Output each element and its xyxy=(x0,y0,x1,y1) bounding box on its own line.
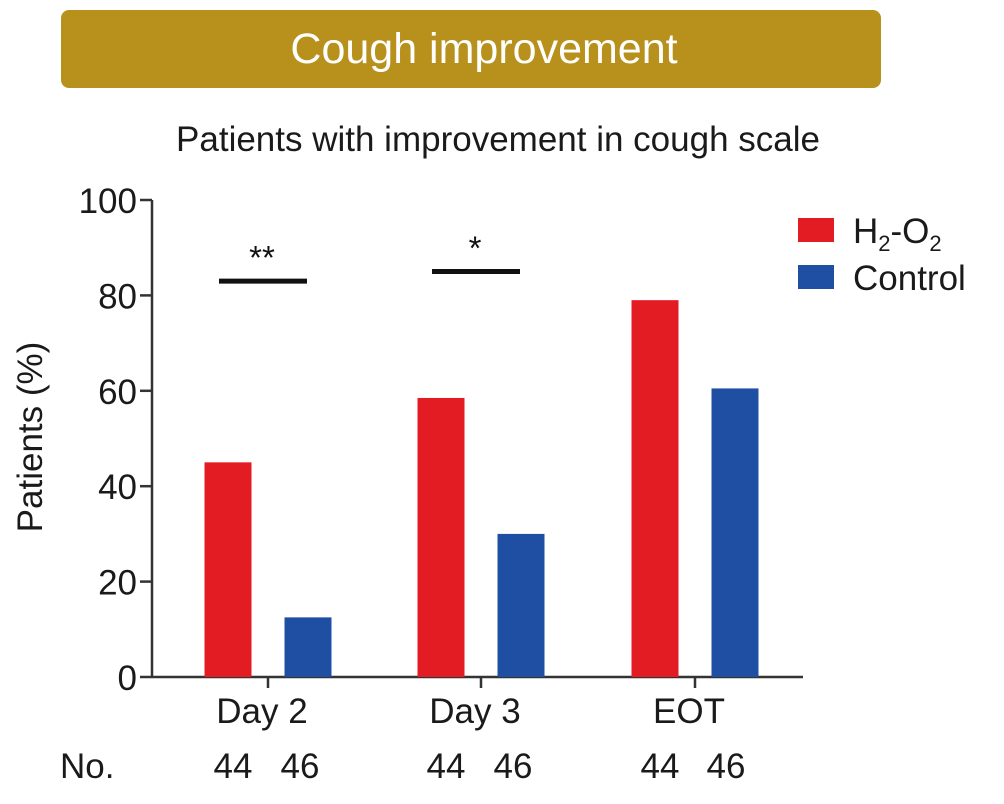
y-tick-label: 60 xyxy=(98,373,137,412)
bar-h2-o2-1 xyxy=(417,397,465,677)
sample-size-value: 44 xyxy=(427,747,466,786)
legend-label-h2-o2: H2-O2 xyxy=(853,212,942,256)
legend-swatch-h2-o2 xyxy=(798,218,834,242)
chart-title: Patients with improvement in cough scale xyxy=(176,120,820,159)
y-tick-label: 40 xyxy=(98,468,137,507)
title-banner xyxy=(61,10,881,88)
x-tick-label: Day 2 xyxy=(216,692,307,731)
significance-label: ** xyxy=(249,239,275,276)
sample-size-value: 44 xyxy=(641,747,680,786)
legend-label-sub: 2 xyxy=(929,231,941,256)
sample-size-value: 46 xyxy=(281,747,320,786)
legend-label-mid: -O xyxy=(891,212,930,251)
sample-size-value: 46 xyxy=(494,747,533,786)
y-tick-label: 0 xyxy=(118,659,137,698)
bar-control-1 xyxy=(497,533,545,677)
legend-swatch-control xyxy=(798,265,834,289)
bar-h2-o2-2 xyxy=(631,300,679,677)
bar-h2-o2-0 xyxy=(204,462,252,677)
x-tick-label: Day 3 xyxy=(429,692,520,731)
banner-title: Cough improvement xyxy=(290,25,677,73)
y-tick-label: 80 xyxy=(98,277,137,316)
legend-label-main: H xyxy=(853,212,878,251)
bar-control-2 xyxy=(711,388,759,677)
legend-label-control: Control xyxy=(853,259,966,298)
sample-size-value: 44 xyxy=(214,747,253,786)
sample-size-value: 46 xyxy=(707,747,746,786)
y-axis-title: Patients (%) xyxy=(11,342,50,533)
significance-label: * xyxy=(469,230,482,267)
legend-label-sub: 2 xyxy=(878,231,890,256)
y-tick-label: 20 xyxy=(98,564,137,603)
x-tick-label: EOT xyxy=(653,692,725,731)
bar-control-0 xyxy=(284,617,332,677)
y-tick-label: 100 xyxy=(79,182,137,221)
sample-size-label: No. xyxy=(60,747,114,786)
